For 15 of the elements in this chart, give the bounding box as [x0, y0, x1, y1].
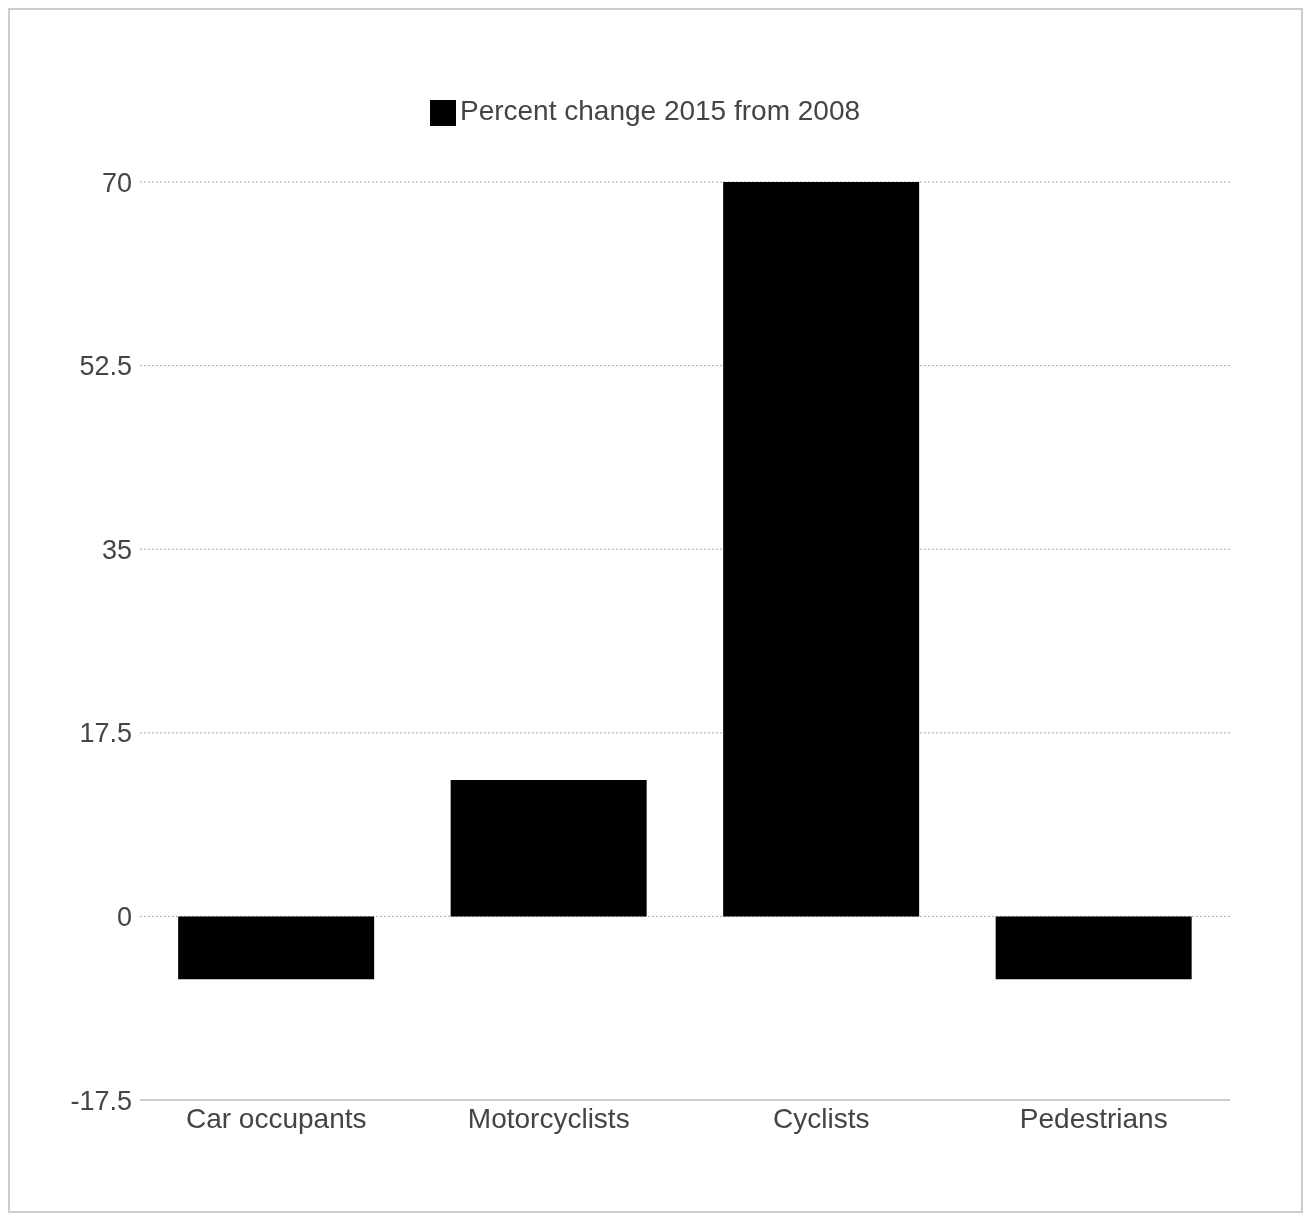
bar [995, 916, 1192, 980]
y-tick-label: 0 [116, 901, 132, 932]
x-tick-label: Pedestrians [1019, 1102, 1168, 1134]
y-tick-label: 35 [101, 534, 132, 565]
x-tick-label: Car occupants [185, 1102, 367, 1134]
y-tick-label: 70 [101, 167, 132, 198]
y-tick-label: -17.5 [70, 1085, 132, 1116]
x-tick-label: Motorcyclists [467, 1102, 630, 1134]
bar [723, 182, 920, 917]
bar [450, 780, 647, 917]
legend-label: Percent change 2015 from 2008 [459, 95, 861, 126]
x-tick-label: Cyclists [773, 1102, 870, 1134]
bar [178, 916, 375, 980]
y-tick-label: 17.5 [79, 718, 132, 749]
y-tick-label: 52.5 [79, 351, 132, 382]
